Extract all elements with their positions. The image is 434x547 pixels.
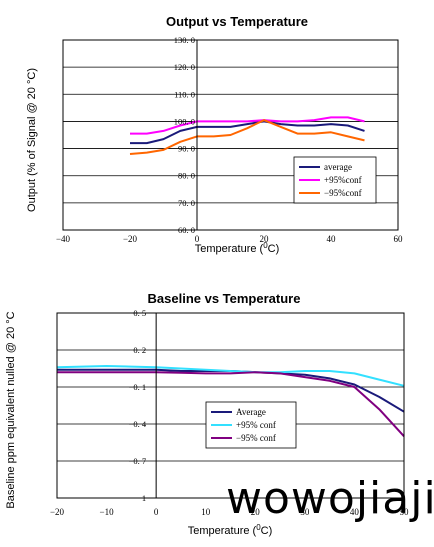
chart2-xlabel: Temperature (0C) [188, 523, 273, 537]
chart-baseline-vs-temperature: Baseline vs Temperature Baseline ppm equ… [5, 291, 409, 537]
chart1-series-group [129, 116, 365, 155]
c2-x-tick-label: −10 [100, 507, 115, 517]
chart2-x-tick-labels: −20 −10 0 10 20 30 40 50 [50, 507, 409, 517]
c1-y-tick-label: 70. 0 [178, 198, 195, 208]
chart2-series-group [56, 365, 405, 437]
c2-legend-label: −95% conf [236, 433, 276, 443]
c2-x-tick-label: 50 [400, 507, 410, 517]
chart2-ylabel: Baseline ppm equivalent nulled @ 20 °C [5, 311, 17, 508]
c2-x-tick-label: 30 [300, 507, 310, 517]
c2-series-line-2 [57, 371, 405, 437]
c1-legend-label: −95%conf [324, 188, 362, 198]
c2-x-tick-label: 40 [350, 507, 360, 517]
c1-series-line-0 [130, 120, 365, 145]
chart1-xlabel-main: Temperature ( [195, 243, 264, 255]
c1-x-tick-label: −40 [56, 234, 71, 244]
c1-series-line-1 [130, 116, 365, 135]
chart1-x-tick-labels: −40 −20 0 20 40 60 [56, 234, 403, 244]
c2-x-tick-label: 20 [251, 507, 261, 517]
chart2-plot-frame [56, 312, 405, 499]
c2-x-tick-label: 10 [201, 507, 211, 517]
chart2-title: Baseline vs Temperature [148, 291, 301, 306]
chart-output-vs-temperature: Output vs Temperature Output (% of Signa… [26, 14, 403, 255]
chart2-xlabel-main: Temperature ( [188, 525, 257, 537]
chart2-xlabel-end: C) [261, 525, 273, 537]
c1-x-tick-label: 20 [260, 234, 270, 244]
c2-legend-label: Average [236, 407, 266, 417]
c1-y-tick-label: 100. 0 [174, 116, 195, 126]
c2-series-line-1 [56, 365, 405, 387]
c1-y-tick-label: 120. 0 [174, 62, 195, 72]
c2-legend-label: +95% conf [236, 420, 276, 430]
chart2-legend: Average +95% conf −95% conf [205, 401, 297, 449]
c1-x-tick-label: 60 [394, 234, 404, 244]
chart2-xlabel-sup: 0 [256, 523, 261, 532]
c1-x-tick-label: 40 [327, 234, 337, 244]
c1-legend-label: +95%conf [324, 175, 362, 185]
chart1-title: Output vs Temperature [166, 14, 308, 29]
c1-x-tick-label: −20 [123, 234, 138, 244]
chart1-xlabel-end: C) [268, 243, 280, 255]
chart1-ylabel: Output (% of Signal @ 20 °C) [26, 68, 38, 212]
c2-x-tick-label: 0 [154, 507, 159, 517]
chart1-legend: average +95%conf −95%conf [293, 156, 377, 204]
c1-y-tick-label: 80. 0 [178, 171, 195, 181]
c1-y-tick-label: 90. 0 [178, 144, 195, 154]
c1-legend-label: average [324, 162, 352, 172]
watermark-text: wowojiaji [226, 473, 434, 524]
chart1-xlabel-sup: 0 [263, 241, 268, 250]
chart1-plot-frame [62, 39, 399, 231]
c2-y-tick-label: −0. 4 [129, 419, 147, 429]
c1-x-tick-label: 0 [195, 234, 200, 244]
c1-series-line-2 [129, 119, 365, 155]
chart1-xlabel: Temperature (0C) [195, 241, 280, 255]
c2-y-tick-label: −0. 1 [129, 382, 147, 392]
c2-y-tick-label: 0. 2 [133, 345, 146, 355]
c2-y-tick-label: −0. 7 [129, 456, 147, 466]
chart2-y-tick-labels: −1−0. 7−0. 4−0. 10. 20. 5 [129, 308, 147, 503]
c2-x-tick-label: −20 [50, 507, 65, 517]
c1-y-tick-label: 110. 0 [174, 89, 195, 99]
